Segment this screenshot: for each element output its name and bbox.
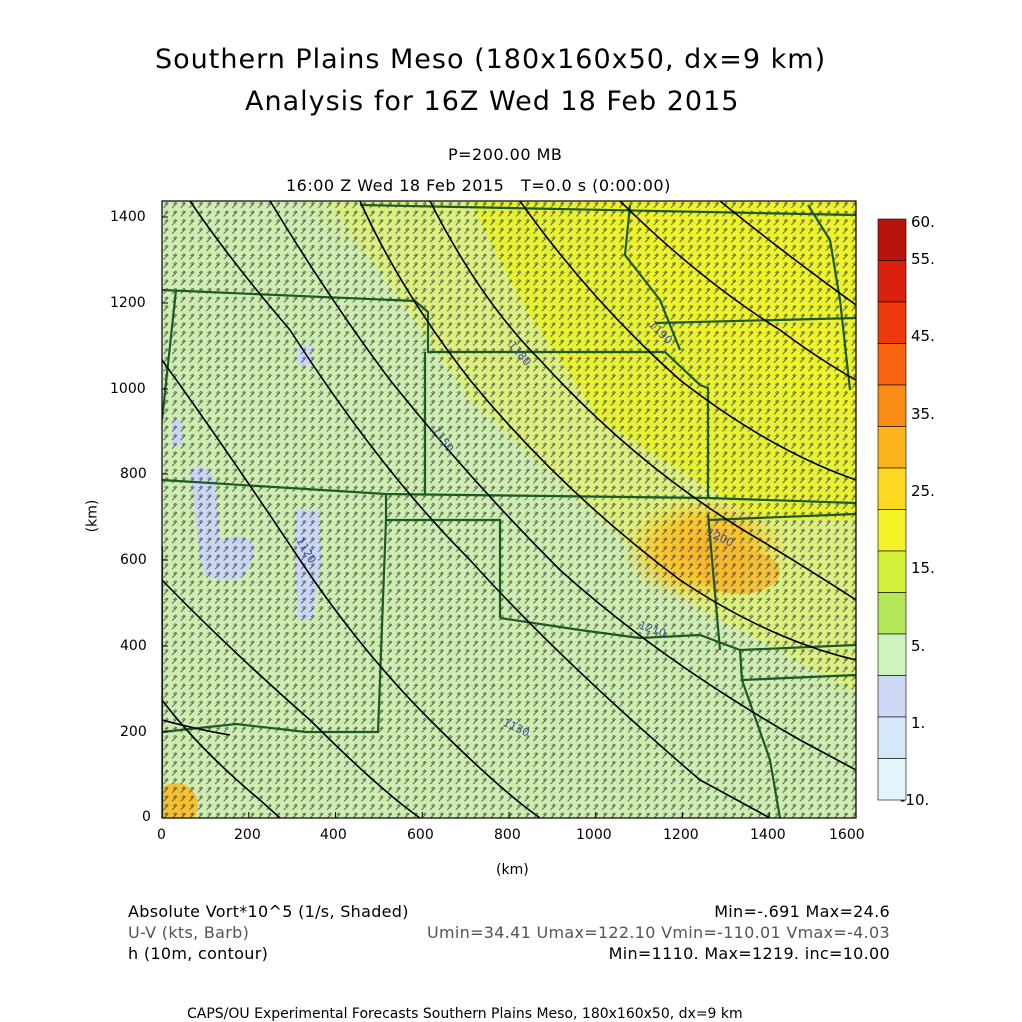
colorbar-swatch	[877, 675, 907, 718]
colorbar-swatch	[877, 426, 907, 469]
x-tick-label: 1400	[750, 827, 786, 843]
colorbar-label: -10.	[900, 791, 930, 809]
colorbar-swatch	[877, 467, 907, 510]
valid-time: 16:00 Z Wed 18 Feb 2015 T=0.0 s (0:00:00…	[286, 176, 671, 195]
colorbar-label: 55.	[911, 250, 935, 268]
height-contours	[162, 201, 856, 818]
x-tick-label: 800	[494, 827, 521, 843]
plot-frame	[161, 200, 857, 819]
colorbar-label: 1.	[911, 714, 926, 732]
x-tick-label: 1600	[829, 827, 865, 843]
main-title: Southern Plains Meso (180x160x50, dx=9 k…	[155, 44, 827, 75]
colorbar-label: 45.	[911, 327, 935, 345]
state-boundaries	[162, 203, 856, 818]
colorbar-label: 35.	[911, 405, 935, 423]
x-tick-label: 600	[407, 827, 434, 843]
field-barb-desc: U-V (kts, Barb)	[128, 923, 250, 942]
pressure-level: P=200.00 MB	[448, 145, 563, 164]
field-shaded-range: Min=-.691 Max=24.6	[714, 902, 890, 921]
colorbar-label: 25.	[911, 482, 935, 500]
sub-title: Analysis for 16Z Wed 18 Feb 2015	[245, 86, 740, 117]
x-tick-label: 1000	[576, 827, 612, 843]
colorbar-swatch	[877, 758, 907, 801]
y-tick-label: 800	[120, 466, 147, 482]
y-tick-label: 600	[120, 552, 147, 568]
y-tick-label: 1000	[110, 381, 146, 397]
colorbar-swatch	[877, 384, 907, 427]
x-axis-label: (km)	[496, 862, 529, 878]
y-tick-label: 0	[142, 809, 151, 825]
y-tick-label: 1400	[110, 209, 146, 225]
colorbar-label: 15.	[911, 559, 935, 577]
x-tick-label: 400	[320, 827, 347, 843]
colorbar-swatch	[877, 592, 907, 635]
field-barb-range: Umin=34.41 Umax=122.10 Vmin=-110.01 Vmax…	[426, 923, 890, 942]
y-tick-label: 1200	[110, 295, 146, 311]
x-tick-label: 0	[157, 827, 166, 843]
field-contour-desc: h (10m, contour)	[128, 944, 269, 963]
field-shaded-desc: Absolute Vort*10^5 (1/s, Shaded)	[128, 902, 409, 921]
x-tick-label: 1200	[663, 827, 699, 843]
colorbar-swatch	[877, 301, 907, 344]
colorbar-swatch	[877, 633, 907, 676]
colorbar-swatch	[877, 218, 907, 261]
y-tick-label: 200	[120, 724, 147, 740]
x-tick-label: 200	[234, 827, 261, 843]
field-contour-range: Min=1110. Max=1219. inc=10.00	[608, 944, 890, 963]
colorbar-label: 60.	[911, 213, 935, 231]
colorbar-swatch	[877, 260, 907, 303]
colorbar-label: 5.	[911, 637, 926, 655]
colorbar-swatch	[877, 550, 907, 593]
footer-credit: CAPS/OU Experimental Forecasts Southern …	[187, 1006, 743, 1022]
colorbar-swatch	[877, 509, 907, 552]
y-tick-label: 400	[120, 638, 147, 654]
colorbar-swatch	[877, 343, 907, 386]
colorbar	[877, 218, 907, 801]
colorbar-swatch	[877, 716, 907, 759]
y-axis-label: (km)	[84, 499, 101, 533]
